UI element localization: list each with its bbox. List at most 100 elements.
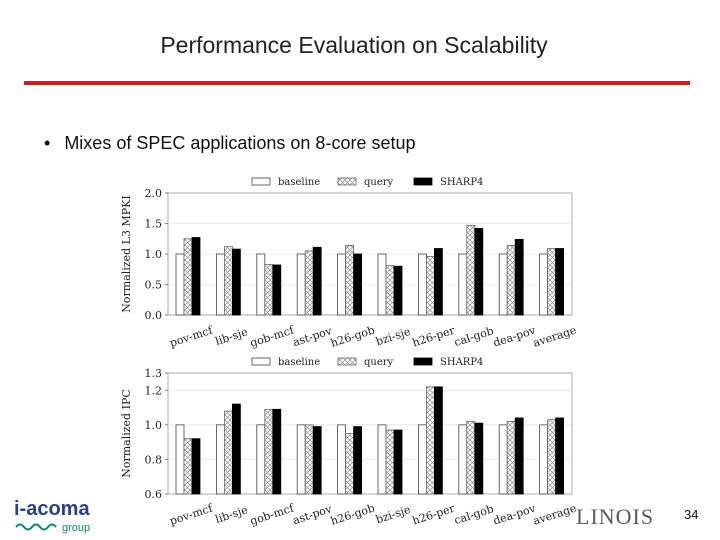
x-tick-label: average [531,502,577,528]
bar-baseline-h26-gob [337,424,347,495]
bar-baseline-average [539,253,548,316]
bar-sharp4-bzi-sje [393,265,403,316]
bar-baseline-average [539,424,548,495]
x-tick-label: gob-mcf [248,323,296,350]
y-tick-label: 0.8 [145,453,163,466]
x-tick-label: h26-per [411,324,457,350]
bar-query-ast-pov [304,250,314,316]
bar-sharp4-average [555,248,564,316]
bar-baseline-h26-gob [337,253,347,316]
bar-sharp4-gob-mcf [272,264,282,316]
page-number: 34 [684,507,699,522]
bar-query-cal-gob [466,224,476,316]
bar-query-cal-gob [466,420,476,495]
legend-swatch-query [337,177,357,186]
bar-sharp4-ast-pov [312,246,322,316]
x-tick-label: lib-sje [214,503,250,526]
slide-title: Performance Evaluation on Scalability [160,32,548,58]
bar-baseline-lib-sje [215,253,225,316]
legend-label: query [364,357,394,368]
bar-sharp4-h26-gob [353,253,363,316]
x-tick-label: pov-mcf [168,323,215,349]
bar-baseline-cal-gob [458,424,468,495]
bar-sharp4-lib-sje [231,403,241,495]
y-tick-label: 1.0 [145,419,163,432]
legend-swatch-sharp4 [413,357,433,366]
x-tick-label: h26-gob [329,501,376,527]
legend-label: SHARP4 [440,177,483,188]
bar-sharp4-ast-pov [312,426,322,495]
bullet-item: • Mixes of SPEC applications on 8-core se… [44,133,416,154]
legend-swatch-baseline [251,177,271,186]
x-tick-label: pov-mcf [168,501,215,527]
x-tick-label: bzi-sje [374,503,412,526]
bar-sharp4-h26-per [433,248,443,316]
bar-query-gob-mcf [264,263,274,316]
bar-baseline-gob-mcf [256,253,266,316]
illinois-logo: LINOIS [576,504,655,529]
bar-sharp4-dea-pov [514,238,524,316]
bar-sharp4-gob-mcf [272,408,282,495]
bar-sharp4-dea-pov [514,417,524,495]
x-tick-label: h26-gob [329,323,376,349]
bullet-dot-icon: • [44,133,51,153]
legend-label: baseline [278,357,320,368]
y-tick-label: 0.0 [145,309,163,322]
bar-sharp4-pov-mcf [191,237,201,316]
bar-sharp4-average [555,417,564,495]
x-tick-label: cal-gob [453,324,496,349]
wave-icon [15,523,57,531]
bar-baseline-dea-pov [498,424,508,495]
bar-baseline-dea-pov [498,253,508,316]
bullet-text: Mixes of SPEC applications on 8-core set… [64,133,416,153]
bar-query-average [547,419,556,495]
y-tick-label: 1.0 [145,248,163,261]
x-tick-label: ast-pov [291,324,334,349]
bar-sharp4-pov-mcf [191,438,201,495]
bar-baseline-h26-per [417,253,427,316]
bar-query-h26-per [425,256,435,316]
bar-sharp4-lib-sje [231,248,241,316]
y-tick-label: 0.5 [145,279,163,292]
y-tick-label: 1.2 [145,384,163,397]
bar-query-lib-sje [223,410,233,495]
x-tick-label: lib-sje [214,325,250,348]
bar-query-dea-pov [506,420,516,495]
bar-baseline-pov-mcf [175,424,185,495]
bar-baseline-gob-mcf [256,424,266,495]
bar-baseline-lib-sje [215,424,225,495]
bar-sharp4-h26-per [433,386,443,495]
bar-baseline-bzi-sje [377,424,387,495]
bar-baseline-pov-mcf [175,253,185,316]
bar-query-gob-mcf [264,408,274,495]
y-tick-label: 1.5 [145,218,163,231]
plot-frame [167,372,573,495]
legend-label: SHARP4 [440,357,483,368]
y-tick-label: 2.0 [145,187,163,200]
x-tick-label: ast-pov [291,502,334,527]
bar-baseline-ast-pov [296,424,306,495]
x-tick-label: bzi-sje [374,325,412,348]
bar-query-h26-gob [345,245,355,316]
legend-label: baseline [278,177,320,188]
bar-query-lib-sje [223,246,233,316]
bar-query-ast-pov [304,424,314,495]
bar-sharp4-bzi-sje [393,429,403,495]
bar-query-h26-per [425,386,435,495]
bar-baseline-h26-per [417,424,427,495]
bar-query-bzi-sje [385,429,395,495]
bar-query-bzi-sje [385,265,395,316]
i-acoma-logo: i-acoma group [14,498,90,534]
bar-sharp4-h26-gob [353,426,363,495]
logo-subtext: group [62,522,91,534]
x-tick-label: gob-mcf [248,501,296,528]
legend-swatch-sharp4 [413,177,433,186]
x-tick-label: average [531,324,577,350]
y-axis-label: Normalized IPC [120,389,133,478]
legend-swatch-query [337,357,357,366]
bar-baseline-cal-gob [458,253,468,316]
bar-query-pov-mcf [183,238,193,316]
legend-label: query [364,177,394,188]
bar-baseline-bzi-sje [377,253,387,316]
